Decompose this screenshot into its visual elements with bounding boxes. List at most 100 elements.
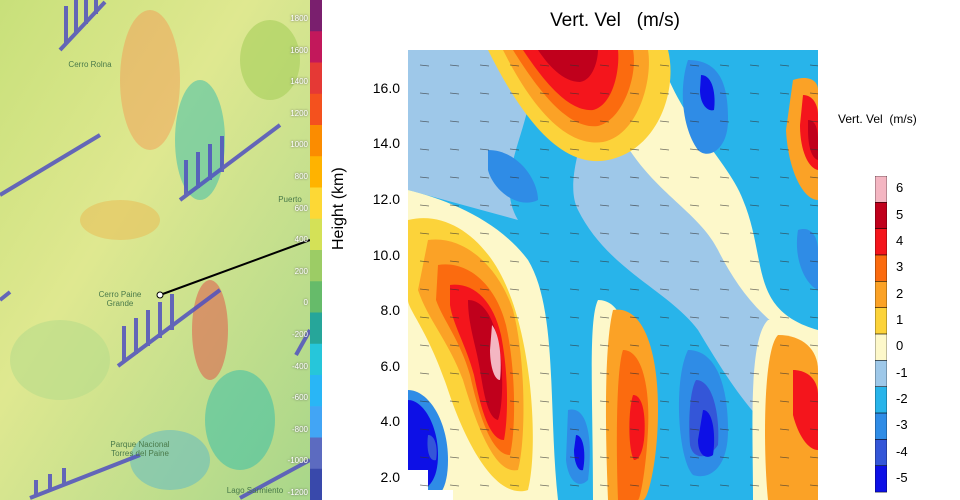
contour-region — [698, 410, 715, 457]
wind-arrow — [599, 400, 610, 403]
y-axis-label: Height (km) — [330, 167, 347, 250]
contour-region — [615, 50, 818, 350]
map-colorbar-swatch — [310, 187, 322, 220]
wind-arrow — [689, 372, 700, 375]
wind-arrow — [659, 428, 670, 431]
wind-arrow — [449, 372, 460, 375]
contour-region — [408, 400, 438, 490]
wind-arrow — [569, 232, 580, 235]
wind-arrow — [629, 120, 640, 123]
wind-arrow — [689, 344, 700, 347]
wind-arrow — [539, 316, 550, 319]
wind-arrow — [599, 232, 610, 235]
wind-arrow — [479, 344, 490, 347]
wind-arrow — [719, 428, 730, 431]
contour-region — [427, 435, 437, 461]
wind-arrow — [779, 400, 790, 403]
wind-arrow — [419, 176, 430, 179]
colorbar-level-label: -1 — [896, 364, 908, 380]
wind-arrow — [509, 148, 520, 151]
wind-arrow — [779, 428, 790, 431]
wind-arrow — [419, 372, 430, 375]
wind-arrow — [809, 204, 818, 207]
map-colorbar-swatch — [310, 62, 322, 95]
wind-arrow — [689, 288, 700, 291]
wind-arrow — [479, 120, 490, 123]
map-colorbar-swatch — [310, 0, 322, 33]
wind-arrow — [539, 344, 550, 347]
wind-arrow — [479, 372, 490, 375]
wind-arrow — [419, 428, 430, 431]
map-colorbar-label: 200 — [294, 266, 308, 276]
wind-arrow — [779, 232, 790, 235]
wind-arrow — [539, 372, 550, 375]
wind-arrow — [479, 260, 490, 263]
colorbar-swatch — [875, 360, 887, 387]
wind-arrow — [719, 120, 730, 123]
wind-arrow — [719, 316, 730, 319]
wind-arrow — [419, 204, 430, 207]
map-colorbar-swatch — [310, 156, 322, 189]
wind-arrow — [809, 260, 818, 263]
wind-arrow — [749, 372, 760, 375]
wind-arrow — [449, 456, 460, 459]
chart-title: Vert. Vel (m/s) — [550, 10, 680, 31]
wind-arrow — [779, 260, 790, 263]
wind-arrow — [689, 204, 700, 207]
wind-arrow — [509, 204, 520, 207]
wind-arrow — [629, 316, 640, 319]
wind-arrow — [569, 372, 580, 375]
wind-arrow — [509, 232, 520, 235]
wind-arrow — [509, 120, 520, 123]
wind-arrow — [599, 260, 610, 263]
wind-arrow — [569, 204, 580, 207]
wind-arrow — [779, 64, 790, 67]
colorbar-level-label: 1 — [896, 312, 904, 328]
wind-arrow — [449, 148, 460, 151]
wind-arrow — [449, 64, 460, 67]
wind-arrow — [779, 344, 790, 347]
wind-arrow — [629, 64, 640, 67]
map-colorbar-labels: 1800 1600 1400 1200 1000 800 600 400 200 0 -200 -40… — [282, 0, 310, 500]
wind-arrow — [749, 120, 760, 123]
wind-arrow — [449, 120, 460, 123]
colorbar-level-label: 2 — [896, 285, 904, 301]
wind-arrow — [599, 484, 610, 487]
wind-arrow — [419, 400, 430, 403]
wind-arrow — [719, 176, 730, 179]
colorbar-swatch — [875, 202, 887, 229]
colorbar-swatch — [875, 439, 887, 467]
wind-arrow — [689, 64, 700, 67]
colorbar-level-label: -4 — [896, 443, 908, 459]
wind-arrow — [629, 148, 640, 151]
colorbar-level-label: -2 — [896, 391, 908, 407]
map-colorbar-label: -200 — [291, 330, 308, 339]
wind-arrow — [599, 344, 610, 347]
wind-arrow — [659, 176, 670, 179]
wind-arrow — [809, 484, 818, 487]
colorbar-swatch — [875, 386, 887, 414]
wind-arrow — [779, 148, 790, 151]
wind-arrow — [449, 344, 460, 347]
wind-arrow — [599, 148, 610, 151]
map-colorbar — [310, 0, 322, 500]
colorbar-swatch — [875, 281, 887, 308]
wind-arrow — [629, 204, 640, 207]
wind-arrow — [809, 64, 818, 67]
wind-arrow — [539, 176, 550, 179]
map-colorbar-swatch — [310, 281, 322, 314]
wind-arrow — [719, 344, 730, 347]
wind-arrow — [599, 64, 610, 67]
wind-arrow — [599, 428, 610, 431]
wind-arrow — [539, 400, 550, 403]
wind-arrow — [659, 260, 670, 263]
wind-arrow — [659, 64, 670, 67]
map-colorbar-label: -1000 — [287, 456, 308, 466]
wind-arrow — [509, 400, 520, 403]
wind-arrow — [689, 428, 700, 431]
wind-arrow — [719, 484, 730, 487]
wind-arrow — [809, 316, 818, 319]
y-tick-label: 2.0 — [380, 468, 400, 485]
map-colorbar-label: 1800 — [290, 14, 308, 23]
terrain-map: Cerro Rolna Puerto Cerro Paine Grande Pa… — [0, 0, 310, 500]
